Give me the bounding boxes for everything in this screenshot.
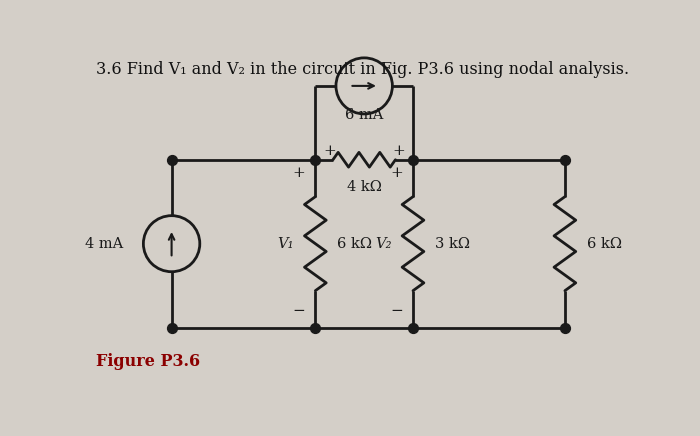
Text: 6 kΩ: 6 kΩ [337,237,372,251]
Text: V₂: V₂ [374,237,391,251]
Text: +: + [323,144,336,158]
Text: 3.6 Find V₁ and V₂ in the circuit in Fig. P3.6 using nodal analysis.: 3.6 Find V₁ and V₂ in the circuit in Fig… [96,61,629,78]
Point [559,156,570,163]
Text: 6 kΩ: 6 kΩ [587,237,622,251]
Point [407,324,419,331]
Text: 4 kΩ: 4 kΩ [346,180,382,194]
Text: +: + [392,144,405,158]
Point [559,324,570,331]
Text: +: + [391,166,403,180]
Text: Figure P3.6: Figure P3.6 [96,353,200,370]
Point [309,156,321,163]
Point [166,324,177,331]
Text: −: − [391,304,403,318]
Point [309,324,321,331]
Text: −: − [293,304,305,318]
Point [166,156,177,163]
Text: 6 mA: 6 mA [345,108,384,122]
Text: +: + [293,166,305,180]
Text: V₁: V₁ [277,237,294,251]
Text: 3 kΩ: 3 kΩ [435,237,470,251]
Point [407,156,419,163]
Text: 4 mA: 4 mA [85,237,122,251]
